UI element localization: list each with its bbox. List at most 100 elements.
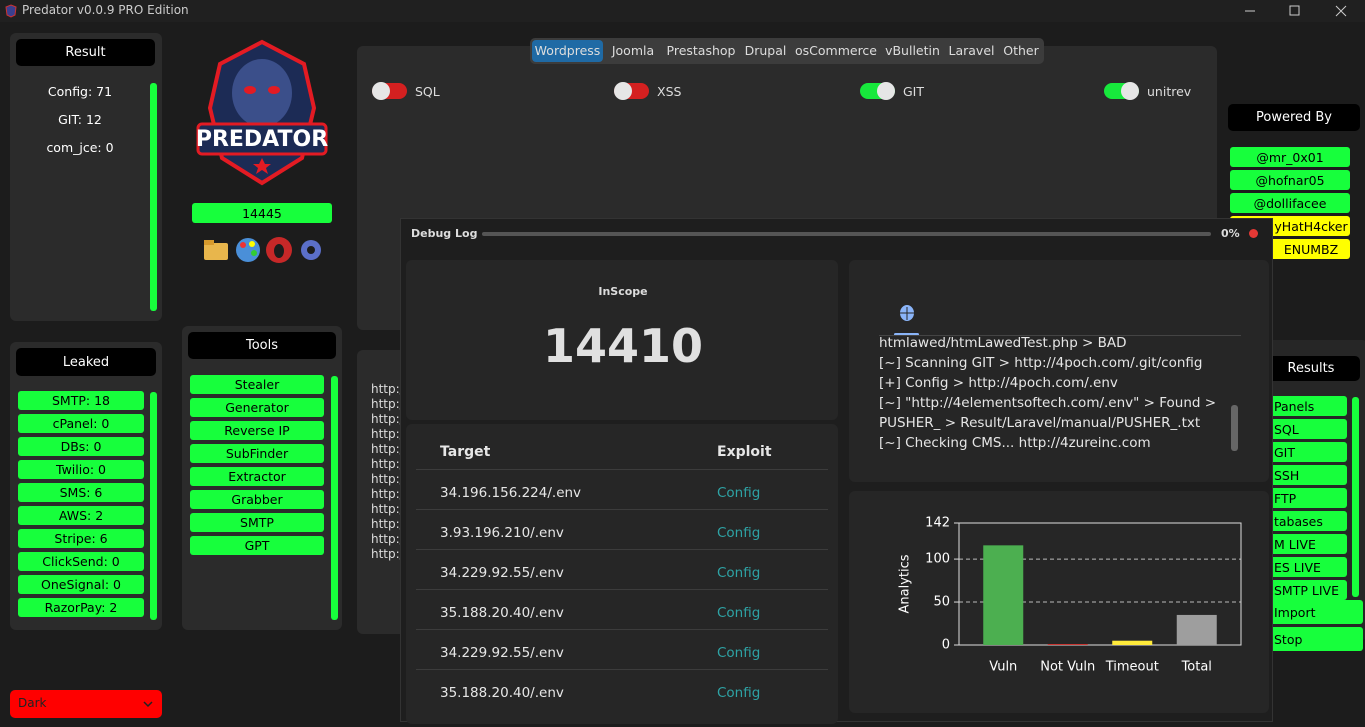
window-controls[interactable] [1236,0,1365,22]
cms-tab[interactable]: Other [1003,43,1039,58]
toggle-knob [877,82,895,100]
exploit-cell[interactable]: Config [717,485,761,501]
action-button[interactable]: Import [1262,600,1363,624]
y-tick-label: 50 [933,595,950,610]
scrollbar[interactable] [150,83,157,311]
log-tab-icon[interactable] [895,300,919,324]
result-filter[interactable]: ES LIVE [1264,557,1347,577]
leaked-item[interactable]: Stripe: 6 [18,529,144,548]
tool-button[interactable]: Extractor [190,467,324,486]
cms-tab[interactable]: Prestashop [666,43,736,58]
leaked-item[interactable]: RazorPay: 2 [18,598,144,617]
plot-frame [958,522,1242,646]
target-cell: 35.188.20.40/.env [440,605,564,621]
leaked-item[interactable]: Twilio: 0 [18,460,144,479]
theme-label: Dark [18,696,47,710]
cms-tab[interactable]: Wordpress [532,40,603,62]
log-line: [~] "http://4elementsoftech.com/.env" > … [879,395,1217,411]
tool-button[interactable]: Reverse IP [190,421,324,440]
url-line: http:/ [371,517,404,531]
toggle-label: GIT [903,84,925,99]
status-dot [1249,229,1258,238]
tool-button[interactable]: Stealer [190,375,324,394]
cms-tab[interactable]: vBulletin [885,43,940,58]
url-line: http:/ [371,457,404,471]
result-filter[interactable]: M LIVE [1264,534,1347,554]
leaked-item[interactable]: OneSignal: 0 [18,575,144,594]
tool-button[interactable]: SMTP [190,513,324,532]
credit-item: @mr_0x01 [1230,147,1350,167]
log-card [849,260,1269,482]
logo-text: PREDATOR [196,127,328,152]
bar [1112,640,1153,645]
result-header: Result [16,39,155,66]
tab-underline [894,333,919,336]
y-tick-label: 0 [942,638,950,653]
toggle-switch[interactable] [614,82,649,100]
cms-tab[interactable]: osCommerce [794,43,877,58]
tool-button[interactable]: SubFinder [190,444,324,463]
url-line: http:/ [371,472,404,486]
leaked-item[interactable]: SMS: 6 [18,483,144,502]
result-filter[interactable]: SSH [1264,465,1347,485]
target-cell: 34.196.156.224/.env [440,485,582,501]
bar [1176,614,1217,645]
action-button[interactable]: Stop [1262,627,1363,651]
tool-button[interactable]: GPT [190,536,324,555]
result-filter[interactable]: FTP [1264,488,1347,508]
theme-dropdown[interactable]: Dark [10,690,162,718]
url-line: http:/ [371,412,404,426]
target-cell: 35.188.20.40/.env [440,685,564,701]
toolbar-icons[interactable] [200,235,330,267]
exploit-cell[interactable]: Config [717,685,761,701]
url-line: http:/ [371,442,404,456]
app-icon [5,4,17,18]
result-filter[interactable]: Panels [1264,396,1347,416]
toggle-switch[interactable] [860,82,895,100]
toggle-switch[interactable] [372,82,407,100]
toggle-switch[interactable] [1104,82,1139,100]
cms-tab-bar [530,38,1044,64]
toggle-label: SQL [415,84,440,99]
leaked-item[interactable]: DBs: 0 [18,437,144,456]
y-tick-label: 100 [925,552,950,567]
log-divider [879,335,1241,336]
counter: 14445 [192,203,332,223]
result-filter[interactable]: SQL [1264,419,1347,439]
toggle-knob [614,82,632,100]
exploit-cell[interactable]: Config [717,565,761,581]
leaked-item[interactable]: cPanel: 0 [18,414,144,433]
x-tick-label: Not Vuln [1040,660,1095,675]
leaked-item[interactable]: AWS: 2 [18,506,144,525]
result-filter[interactable]: tabases [1264,511,1347,531]
log-scrollbar [1231,405,1238,451]
window-title: Predator v0.0.9 PRO Edition [22,3,189,17]
result-filter[interactable]: GIT [1264,442,1347,462]
leaked-item[interactable]: ClickSend: 0 [18,552,144,571]
scrollbar[interactable] [150,392,157,620]
debug-title: Debug Log [411,227,478,240]
tool-button[interactable]: Generator [190,398,324,417]
scrollbar[interactable] [1352,397,1359,597]
target-cell: 34.229.92.55/.env [440,565,564,581]
cms-tab[interactable]: Joomla [611,43,655,58]
cms-tab[interactable]: Laravel [948,43,995,58]
scrollbar[interactable] [331,376,338,620]
target-cell: 3.93.196.210/.env [440,525,564,541]
result-item: com_jce: 0 [46,140,114,155]
result-filter[interactable]: SMTP LIVE [1264,580,1347,600]
chevron [143,701,153,708]
exploit-cell[interactable]: Config [717,645,761,661]
bar [983,545,1024,645]
leaked-item[interactable]: SMTP: 18 [18,391,144,410]
target-table [406,424,838,724]
row-divider [416,629,828,630]
results-header: Results [1262,356,1360,381]
tool-button[interactable]: Grabber [190,490,324,509]
exploit-cell[interactable]: Config [717,605,761,621]
exploit-cell[interactable]: Config [717,525,761,541]
cms-tab[interactable]: Drupal [744,43,787,58]
debug-log-window: Debug Log 0% InScope 14410 Target Exploit 34.1… [400,218,1273,724]
toggle-label: unitrev [1147,84,1192,99]
